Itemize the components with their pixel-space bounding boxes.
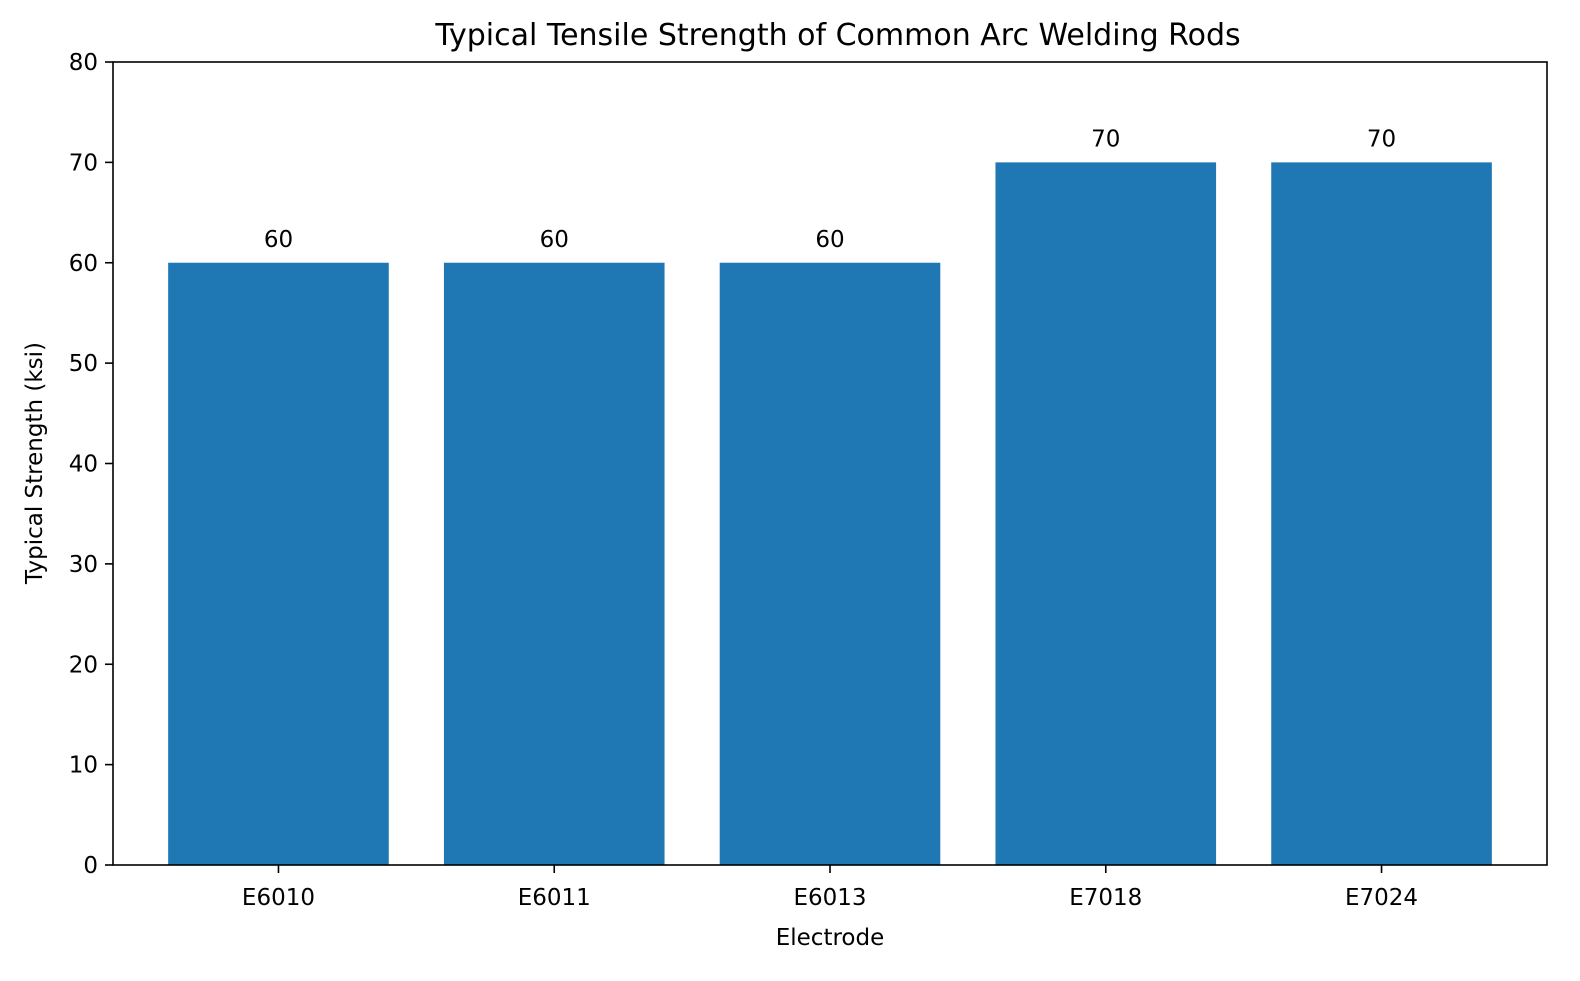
bar-e7024 bbox=[1271, 162, 1492, 865]
bar-e6013 bbox=[719, 262, 941, 865]
bar-e6010 bbox=[168, 262, 389, 865]
bar-value-label: 60 bbox=[540, 227, 569, 253]
bar-value-label: 70 bbox=[1091, 126, 1120, 152]
y-tick-label: 20 bbox=[69, 652, 98, 678]
bar-labels-layer: 60 60 60 70 70 bbox=[264, 126, 1396, 252]
bar-e7018 bbox=[995, 162, 1217, 865]
y-tick-label: 30 bbox=[69, 552, 98, 578]
x-tick-label: E6011 bbox=[518, 885, 591, 911]
x-tick-label: E7024 bbox=[1345, 885, 1418, 911]
x-axis-ticks: E6010 E6011 E6013 E7018 E7024 bbox=[242, 865, 1418, 911]
y-axis-ticks: 0 10 20 30 40 50 60 70 80 bbox=[69, 50, 113, 879]
y-tick-label: 0 bbox=[83, 853, 98, 879]
plot-frame bbox=[112, 61, 1548, 866]
y-axis-label: Typical Strength (ksi) bbox=[22, 342, 48, 585]
x-tick-label: E6010 bbox=[242, 885, 315, 911]
bar-value-label: 60 bbox=[264, 227, 293, 253]
y-tick-label: 50 bbox=[69, 351, 98, 377]
y-tick-label: 40 bbox=[69, 452, 98, 478]
chart-title: Typical Tensile Strength of Common Arc W… bbox=[434, 18, 1240, 53]
y-tick-label: 70 bbox=[69, 150, 98, 176]
x-tick-label: E7018 bbox=[1069, 885, 1142, 911]
x-tick-label: E6013 bbox=[793, 885, 866, 911]
x-axis-label: Electrode bbox=[776, 925, 885, 951]
y-tick-label: 10 bbox=[69, 753, 98, 779]
bars-layer bbox=[168, 162, 1492, 865]
y-tick-label: 60 bbox=[69, 251, 98, 277]
y-tick-label: 80 bbox=[69, 50, 98, 76]
bar-value-label: 70 bbox=[1367, 126, 1396, 152]
bar-value-label: 60 bbox=[815, 227, 844, 253]
bar-e6011 bbox=[443, 262, 665, 865]
